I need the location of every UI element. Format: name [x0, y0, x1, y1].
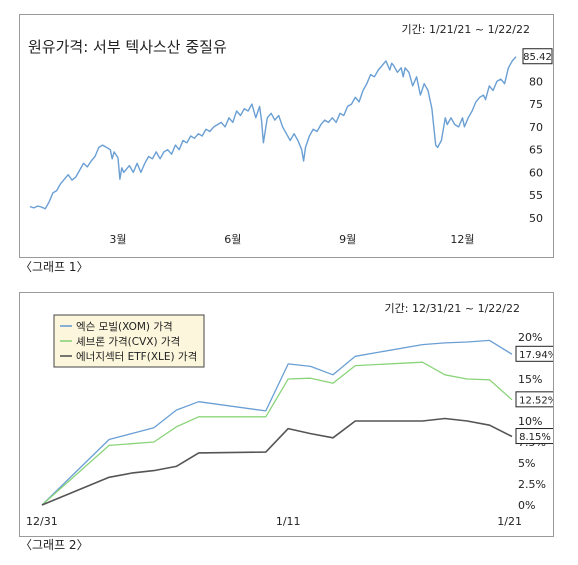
chart2-xtick-label: 1/21: [497, 515, 522, 528]
oil-price-chart: 원유가격: 서부 텍사스산 중질유 기간: 1/21/21 ~ 1/22/22 …: [28, 23, 553, 246]
chart2-xtick-label: 1/11: [276, 515, 301, 528]
chart2-ytick-label: 10%: [518, 415, 542, 428]
xle-line: [41, 417, 513, 506]
chart2-ytick-label: 0%: [518, 499, 535, 512]
chart1-xtick-label: 3월: [109, 233, 126, 246]
wti-price-line: [29, 56, 517, 210]
chart2-ytick-label: 20%: [518, 331, 542, 344]
chart1-ytick-label: 65: [529, 144, 543, 157]
chart2-caption: 〈그래프 2〉: [20, 538, 89, 552]
chart2-end-label: 8.15%: [519, 432, 551, 443]
chart1-xtick-label: 12월: [450, 233, 474, 246]
chart1-ytick-label: 50: [529, 212, 543, 225]
chart1-ytick-label: 60: [529, 166, 543, 179]
chart2-end-label: 12.52%: [519, 395, 553, 406]
chart1-ytick-label: 70: [529, 121, 543, 134]
cvx-line: [41, 361, 513, 506]
legend-box: [53, 314, 205, 368]
chart1-ytick-label: 75: [529, 98, 543, 111]
chart2-xtick-label: 12/31: [26, 515, 58, 528]
chart1-title: 원유가격: 서부 텍사스산 중질유: [28, 38, 227, 56]
chart-panel-1: 원유가격: 서부 텍사스산 중질유 기간: 1/21/21 ~ 1/22/22 …: [19, 14, 554, 258]
chart1-xtick-label: 6월: [224, 233, 241, 246]
chart1-ytick-label: 55: [529, 189, 543, 202]
legend-entry: 에너지섹터 ETF(XLE) 가격: [76, 350, 197, 363]
chart-panel-2: 기간: 12/31/21 ~ 1/22/22 0%2.5%5%7.5%10%15…: [19, 292, 561, 537]
chart1-end-label-box: [522, 48, 553, 65]
chart2-end-label: 17.94%: [519, 350, 553, 361]
chart2-ytick-label: 15%: [518, 373, 542, 386]
chart1-period: 기간: 1/21/21 ~ 1/22/22: [402, 23, 530, 36]
xom-line: [41, 339, 513, 506]
chart1-ytick-label: 80: [529, 75, 543, 88]
chart1-caption: 〈그래프 1〉: [20, 260, 89, 274]
chart1-xtick-label: 9월: [339, 233, 356, 246]
legend-entry: 엑슨 모빌(XOM) 가격: [76, 320, 173, 333]
chart2-ytick-label: 5%: [518, 457, 535, 470]
chart2-period: 기간: 12/31/21 ~ 1/22/22: [385, 302, 520, 315]
energy-returns-chart: 기간: 12/31/21 ~ 1/22/22 0%2.5%5%7.5%10%15…: [26, 302, 561, 528]
chart2-ytick-label: 2.5%: [518, 478, 546, 491]
chart1-end-label: 85.42: [523, 52, 552, 63]
legend-entry: 셰브론 가격(CVX) 가격: [76, 335, 180, 348]
